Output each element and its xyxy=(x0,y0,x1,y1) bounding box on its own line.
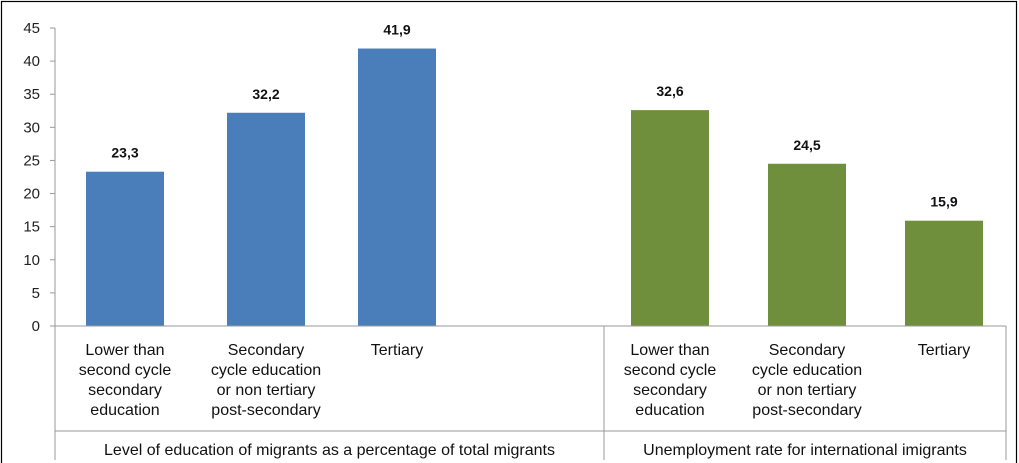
y-tick-label: 0 xyxy=(32,318,40,335)
category-label-line: post-secondary xyxy=(752,402,861,419)
category-label: Lower than second cycle secondary education xyxy=(624,342,717,419)
data-labels: 23,3 32,2 41,9 32,6 24,5 15,9 xyxy=(111,22,957,210)
data-label: 41,9 xyxy=(383,22,410,38)
y-tick-label: 35 xyxy=(23,86,40,103)
y-tick-label: 10 xyxy=(23,252,40,269)
bar xyxy=(905,220,983,326)
y-tick-label: 45 xyxy=(23,20,40,37)
category-label-line: education xyxy=(635,402,704,419)
category-label-line: Secondary xyxy=(769,342,846,359)
bar xyxy=(768,163,846,326)
category-label: Secondary cycle education or non tertiary p… xyxy=(211,342,321,419)
y-tick-label: 25 xyxy=(23,152,40,169)
category-label-line: post-secondary xyxy=(211,402,320,419)
category-label: Tertiary xyxy=(918,342,970,359)
category-label-line: Tertiary xyxy=(918,342,970,359)
category-label: Lower than second cycle secondary education xyxy=(79,342,172,419)
group-label: Level of education of migrants as a perc… xyxy=(104,442,555,459)
data-label: 32,2 xyxy=(252,86,279,102)
category-label-line: education xyxy=(90,402,159,419)
category-label-line: Tertiary xyxy=(371,342,423,359)
category-label-line: Secondary xyxy=(228,342,305,359)
category-label-line: second cycle xyxy=(624,362,717,379)
y-axis: 0 5 10 15 20 25 30 35 40 45 xyxy=(23,20,56,460)
x-axis: Lower than second cycle secondary education… xyxy=(55,325,1007,460)
category-label-line: cycle education xyxy=(752,362,862,379)
bar xyxy=(86,171,164,326)
category-label-line: secondary xyxy=(88,382,162,399)
category-label-line: cycle education xyxy=(211,362,321,379)
data-label: 32,6 xyxy=(656,83,683,99)
bars xyxy=(86,48,983,327)
data-label: 15,9 xyxy=(930,194,957,210)
bar xyxy=(227,112,305,327)
bar xyxy=(631,110,709,326)
y-tick-label: 15 xyxy=(23,219,40,236)
group-label: Unemployment rate for international imig… xyxy=(643,442,967,459)
category-label-line: secondary xyxy=(633,382,707,399)
y-tick-label: 5 xyxy=(32,285,40,302)
category-label-line: Lower than xyxy=(85,342,164,359)
y-tick-label: 30 xyxy=(23,119,40,136)
category-label-line: or non tertiary xyxy=(758,382,857,399)
category-label-line: Lower than xyxy=(630,342,709,359)
bar xyxy=(358,48,436,326)
y-tick-label: 40 xyxy=(23,53,40,70)
category-label: Tertiary xyxy=(371,342,423,359)
data-label: 23,3 xyxy=(111,145,138,161)
category-label-line: or non tertiary xyxy=(217,382,316,399)
y-tick-label: 20 xyxy=(23,186,40,203)
data-label: 24,5 xyxy=(793,137,820,153)
category-label: Secondary cycle education or non tertiary p… xyxy=(752,342,862,419)
category-label-line: second cycle xyxy=(79,362,172,379)
